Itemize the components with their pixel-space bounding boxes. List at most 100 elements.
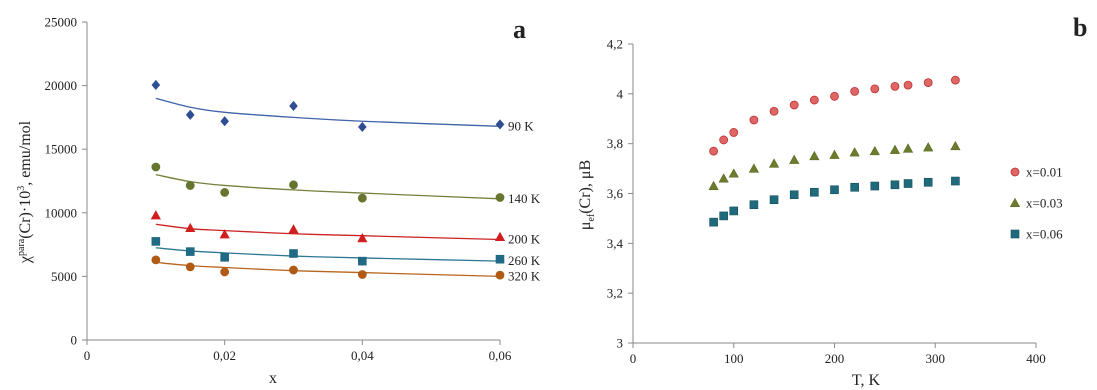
panel-b-y-tick-label: 4 [617, 86, 624, 101]
panel-b-ylabel: μef(Cr), μB [577, 160, 597, 230]
data-point-200k [219, 229, 230, 239]
panel-a-axes: 0 0,02 0,04 0,06 0 5000 10000 15000 20000 25000 [45, 15, 512, 364]
series-label-90k: 90 K [508, 118, 534, 133]
data-point-x003 [718, 173, 729, 183]
data-point-x006 [749, 200, 759, 210]
data-point-x001 [719, 135, 729, 145]
svg-text:χpara(Cr)·103, emu/mol: χpara(Cr)·103, emu/mol [16, 120, 34, 264]
data-point-140k [357, 193, 367, 203]
panel-a-y-tick-label: 25000 [45, 15, 78, 30]
series-label-260k: 260 K [508, 253, 541, 268]
panel-a-ylabel-rest: (Cr)·10 [17, 191, 34, 239]
data-point-x006 [923, 177, 933, 187]
panel-b-y-tick-label: 3,4 [607, 236, 624, 251]
panel-b-y-tick-label: 3,2 [607, 286, 623, 301]
data-point-140k [151, 162, 161, 172]
legend-marker-x003 [1009, 197, 1021, 207]
panel-b-ylabel-rest: (Cr), μB [577, 160, 594, 214]
panel-a-x-tick-label: 0,04 [351, 348, 374, 363]
data-point-320k [495, 270, 505, 280]
data-point-320k [185, 262, 195, 272]
fit-line-200k [155, 223, 501, 241]
data-point-x003 [748, 163, 760, 173]
panel-b-ylabel-sub: ef [586, 213, 597, 221]
panel-a-x-tick-label: 0 [84, 348, 91, 363]
panel-a-points [150, 79, 506, 280]
panel-a-ylabel: χpara(Cr)·103, emu/mol [16, 120, 34, 264]
data-point-x006 [903, 179, 913, 188]
data-point-200k [357, 233, 368, 243]
svg-text:μef(Cr), μB: μef(Cr), μB [577, 160, 597, 230]
panel-b-axes: 0 100 200 300 400 3 3,2 3,4 3,6 3,8 4 4,2 [607, 37, 1046, 367]
series-label-200k: 200 K [508, 232, 541, 247]
data-point-x003 [950, 140, 961, 151]
data-point-320k [151, 255, 161, 265]
data-point-x001 [709, 146, 718, 156]
panel-a-letter: a [513, 15, 526, 44]
data-point-x006 [729, 206, 739, 216]
data-point-260k [220, 253, 229, 262]
panel-b-legend: x=0.01 x=0.03 x=0.06 [1009, 165, 1063, 242]
panel-a-ylabel-sup: para [16, 238, 27, 256]
data-point-x003 [708, 180, 719, 191]
legend-marker-x006 [1010, 229, 1020, 239]
panel-b-x-tick-label: 0 [630, 351, 637, 366]
panel-a-y-tick-label: 0 [71, 333, 78, 348]
data-point-260k [289, 249, 298, 258]
data-point-x001 [830, 91, 839, 101]
data-point-200k [150, 210, 161, 220]
data-point-x003 [728, 168, 739, 178]
data-point-x001 [729, 128, 739, 137]
data-point-x006 [830, 185, 839, 195]
panel-a-fit-lines [155, 97, 501, 278]
panel-a-ylabel-exp: 3 [16, 186, 27, 191]
data-point-x006 [719, 211, 728, 221]
panel-b-y-tick-label: 3,6 [607, 186, 624, 201]
data-point-90k [151, 79, 161, 91]
chart-panel-a: a χpara(Cr)·103, emu/mol x 0 0,02 0,04 0,06… [16, 15, 541, 388]
panel-b-points [708, 75, 961, 227]
data-point-90k [185, 109, 195, 120]
data-point-260k [151, 237, 161, 246]
legend-label-x001: x=0.01 [1026, 165, 1063, 180]
data-point-x003 [869, 145, 880, 156]
fit-line-260k [155, 247, 501, 262]
data-point-140k [185, 181, 195, 190]
fit-line-320k [155, 261, 501, 278]
data-point-x001 [850, 86, 860, 96]
data-point-x006 [850, 182, 859, 192]
data-point-x006 [709, 217, 718, 227]
data-point-200k [185, 222, 196, 233]
data-point-x006 [769, 195, 779, 205]
data-point-90k [289, 100, 298, 112]
data-point-90k [358, 121, 367, 133]
data-point-x001 [809, 95, 819, 105]
panel-a-ylabel-chi: χ [17, 255, 34, 264]
data-point-200k [288, 224, 299, 234]
data-point-x001 [951, 75, 960, 85]
data-point-x001 [769, 106, 779, 116]
data-point-x006 [890, 180, 900, 190]
data-point-x001 [890, 81, 900, 91]
data-point-140k [289, 180, 298, 190]
legend-label-x003: x=0.03 [1026, 196, 1063, 211]
series-label-320k: 320 K [508, 268, 541, 283]
panel-a-y-tick-label: 10000 [45, 205, 78, 220]
panel-a-ylabel-unit: , emu/mol [17, 120, 34, 185]
panel-a-x-tick-label: 0,02 [213, 348, 236, 363]
data-point-320k [357, 270, 367, 279]
data-point-90k [220, 116, 229, 127]
legend-marker-x001 [1010, 167, 1020, 177]
fit-line-140k [155, 174, 501, 200]
data-point-x001 [923, 78, 933, 88]
data-point-x006 [789, 190, 799, 200]
panel-b-letter: b [1073, 13, 1087, 42]
data-point-x001 [789, 100, 799, 110]
data-point-x003 [923, 142, 934, 152]
panel-b-x-tick-label: 200 [825, 351, 845, 366]
data-point-x001 [903, 80, 913, 90]
data-point-260k [185, 247, 195, 256]
data-point-260k [495, 254, 505, 264]
panel-b-xlabel: T, K [852, 372, 881, 389]
